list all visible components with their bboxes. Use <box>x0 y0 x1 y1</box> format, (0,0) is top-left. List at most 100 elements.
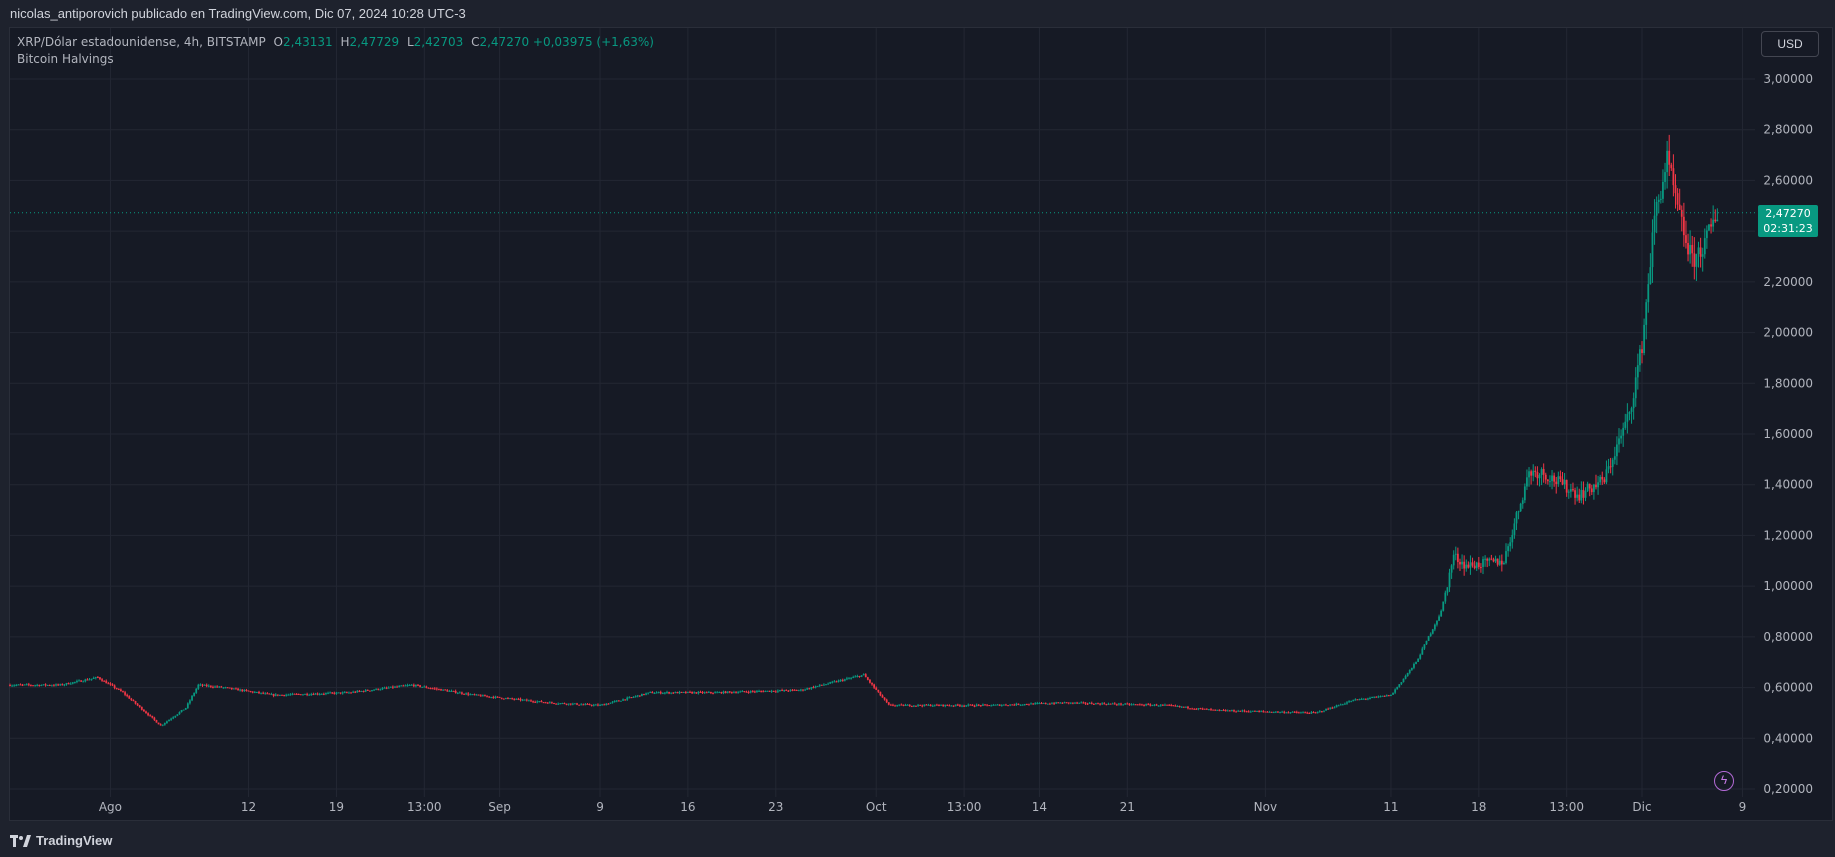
candle-body <box>1536 472 1539 479</box>
candle-body <box>1107 703 1110 705</box>
candle-body <box>166 721 168 724</box>
candle-body <box>1651 232 1654 268</box>
candle-body <box>720 692 723 694</box>
candle-body <box>567 703 570 705</box>
candle-body <box>371 690 373 692</box>
candle-body <box>904 705 907 707</box>
lightning-icon[interactable]: ϟ <box>1714 771 1734 791</box>
candle-body <box>881 695 884 698</box>
candle-body <box>331 692 334 694</box>
candle-body <box>1567 491 1570 493</box>
candle-body <box>1000 705 1003 707</box>
candle-body <box>1714 219 1717 222</box>
candle-body <box>1314 712 1317 714</box>
candle-body <box>1350 701 1353 703</box>
candle-body <box>381 688 384 690</box>
candle-body <box>632 696 635 698</box>
candle-body <box>105 680 108 684</box>
candle-body <box>1195 708 1198 710</box>
candle-body <box>94 677 97 679</box>
candle-body <box>1465 564 1468 569</box>
candle-body <box>345 692 348 694</box>
candle-body <box>513 698 516 700</box>
candle-body <box>848 678 850 680</box>
candle-body <box>1277 711 1279 713</box>
candle-body <box>1076 702 1078 704</box>
chart-canvas[interactable]: 3,000002,800002,600002,400002,200002,000… <box>0 0 1835 821</box>
candle-body <box>1519 503 1522 512</box>
candle-body <box>46 685 49 687</box>
candle-body <box>756 691 758 693</box>
candle-body <box>423 686 426 688</box>
candle-body <box>1115 704 1118 706</box>
candle-body <box>783 689 786 691</box>
currency-button[interactable]: USD <box>1761 31 1819 57</box>
chart-area[interactable] <box>9 27 1833 821</box>
candle-body <box>55 684 57 686</box>
candle-body <box>431 688 434 690</box>
candle-body <box>1597 482 1599 488</box>
candle-body <box>640 693 643 697</box>
candle-body <box>666 692 668 694</box>
candle-body <box>791 689 794 691</box>
candle-body <box>377 688 380 690</box>
candle-body <box>1126 703 1129 705</box>
candle-body <box>354 691 357 693</box>
candle-body <box>76 680 78 682</box>
candle-body <box>438 689 440 691</box>
candle-body <box>603 704 606 706</box>
candle-body <box>320 693 323 695</box>
candle-body <box>310 694 313 696</box>
candle-body <box>663 692 666 694</box>
candle-body <box>521 699 524 701</box>
indicator-bitcoin-halvings[interactable]: Bitcoin Halvings <box>17 52 114 66</box>
candle-body <box>634 696 637 698</box>
candle-body <box>341 692 344 694</box>
candle-body <box>1007 705 1009 707</box>
candle-body <box>65 683 68 685</box>
y-tick-label: 2,00000 <box>1763 326 1813 340</box>
candle-body <box>461 692 463 694</box>
candle-body <box>1080 702 1083 704</box>
candle-body <box>53 685 55 687</box>
candle-body <box>594 704 597 706</box>
candle-body <box>143 709 145 712</box>
candle-body <box>50 685 53 687</box>
candle-body <box>854 676 857 678</box>
candle-body <box>1285 712 1288 714</box>
candle-body <box>228 687 231 689</box>
candle-body <box>584 703 587 705</box>
candle-body <box>1645 302 1648 325</box>
candle-body <box>379 689 382 691</box>
candle-body <box>954 704 957 706</box>
candle-body <box>318 694 321 696</box>
candle-body <box>1641 349 1643 354</box>
candle-body <box>1634 377 1637 399</box>
x-tick-label: 19 <box>329 800 344 814</box>
candle-body <box>1578 494 1581 501</box>
candle-body <box>316 693 319 695</box>
candle-body <box>435 688 438 690</box>
candle-body <box>1563 479 1566 485</box>
candle-body <box>1254 710 1256 712</box>
candle-body <box>576 703 578 705</box>
candle-body <box>1097 703 1099 705</box>
candle-body <box>507 698 509 700</box>
candle-body <box>1025 704 1028 706</box>
tradingview-logo[interactable]: TradingView <box>10 833 112 848</box>
candle-body <box>272 694 275 696</box>
y-tick-label: 3,00000 <box>1763 72 1813 86</box>
candle-body <box>1270 711 1273 713</box>
candle-body <box>1161 704 1164 706</box>
candles <box>9 134 1719 727</box>
candle-body <box>308 694 311 696</box>
candle-body <box>442 689 445 691</box>
candle-body <box>1708 224 1710 231</box>
symbol-title[interactable]: XRP/Dólar estadounidense, 4h, BITSTAMP <box>17 35 266 49</box>
candle-body <box>1304 712 1307 714</box>
candle-body <box>352 691 355 693</box>
tradingview-brand: TradingView <box>36 833 113 848</box>
candle-body <box>1184 706 1187 708</box>
candle-body <box>356 690 359 693</box>
candle-body <box>946 704 949 706</box>
